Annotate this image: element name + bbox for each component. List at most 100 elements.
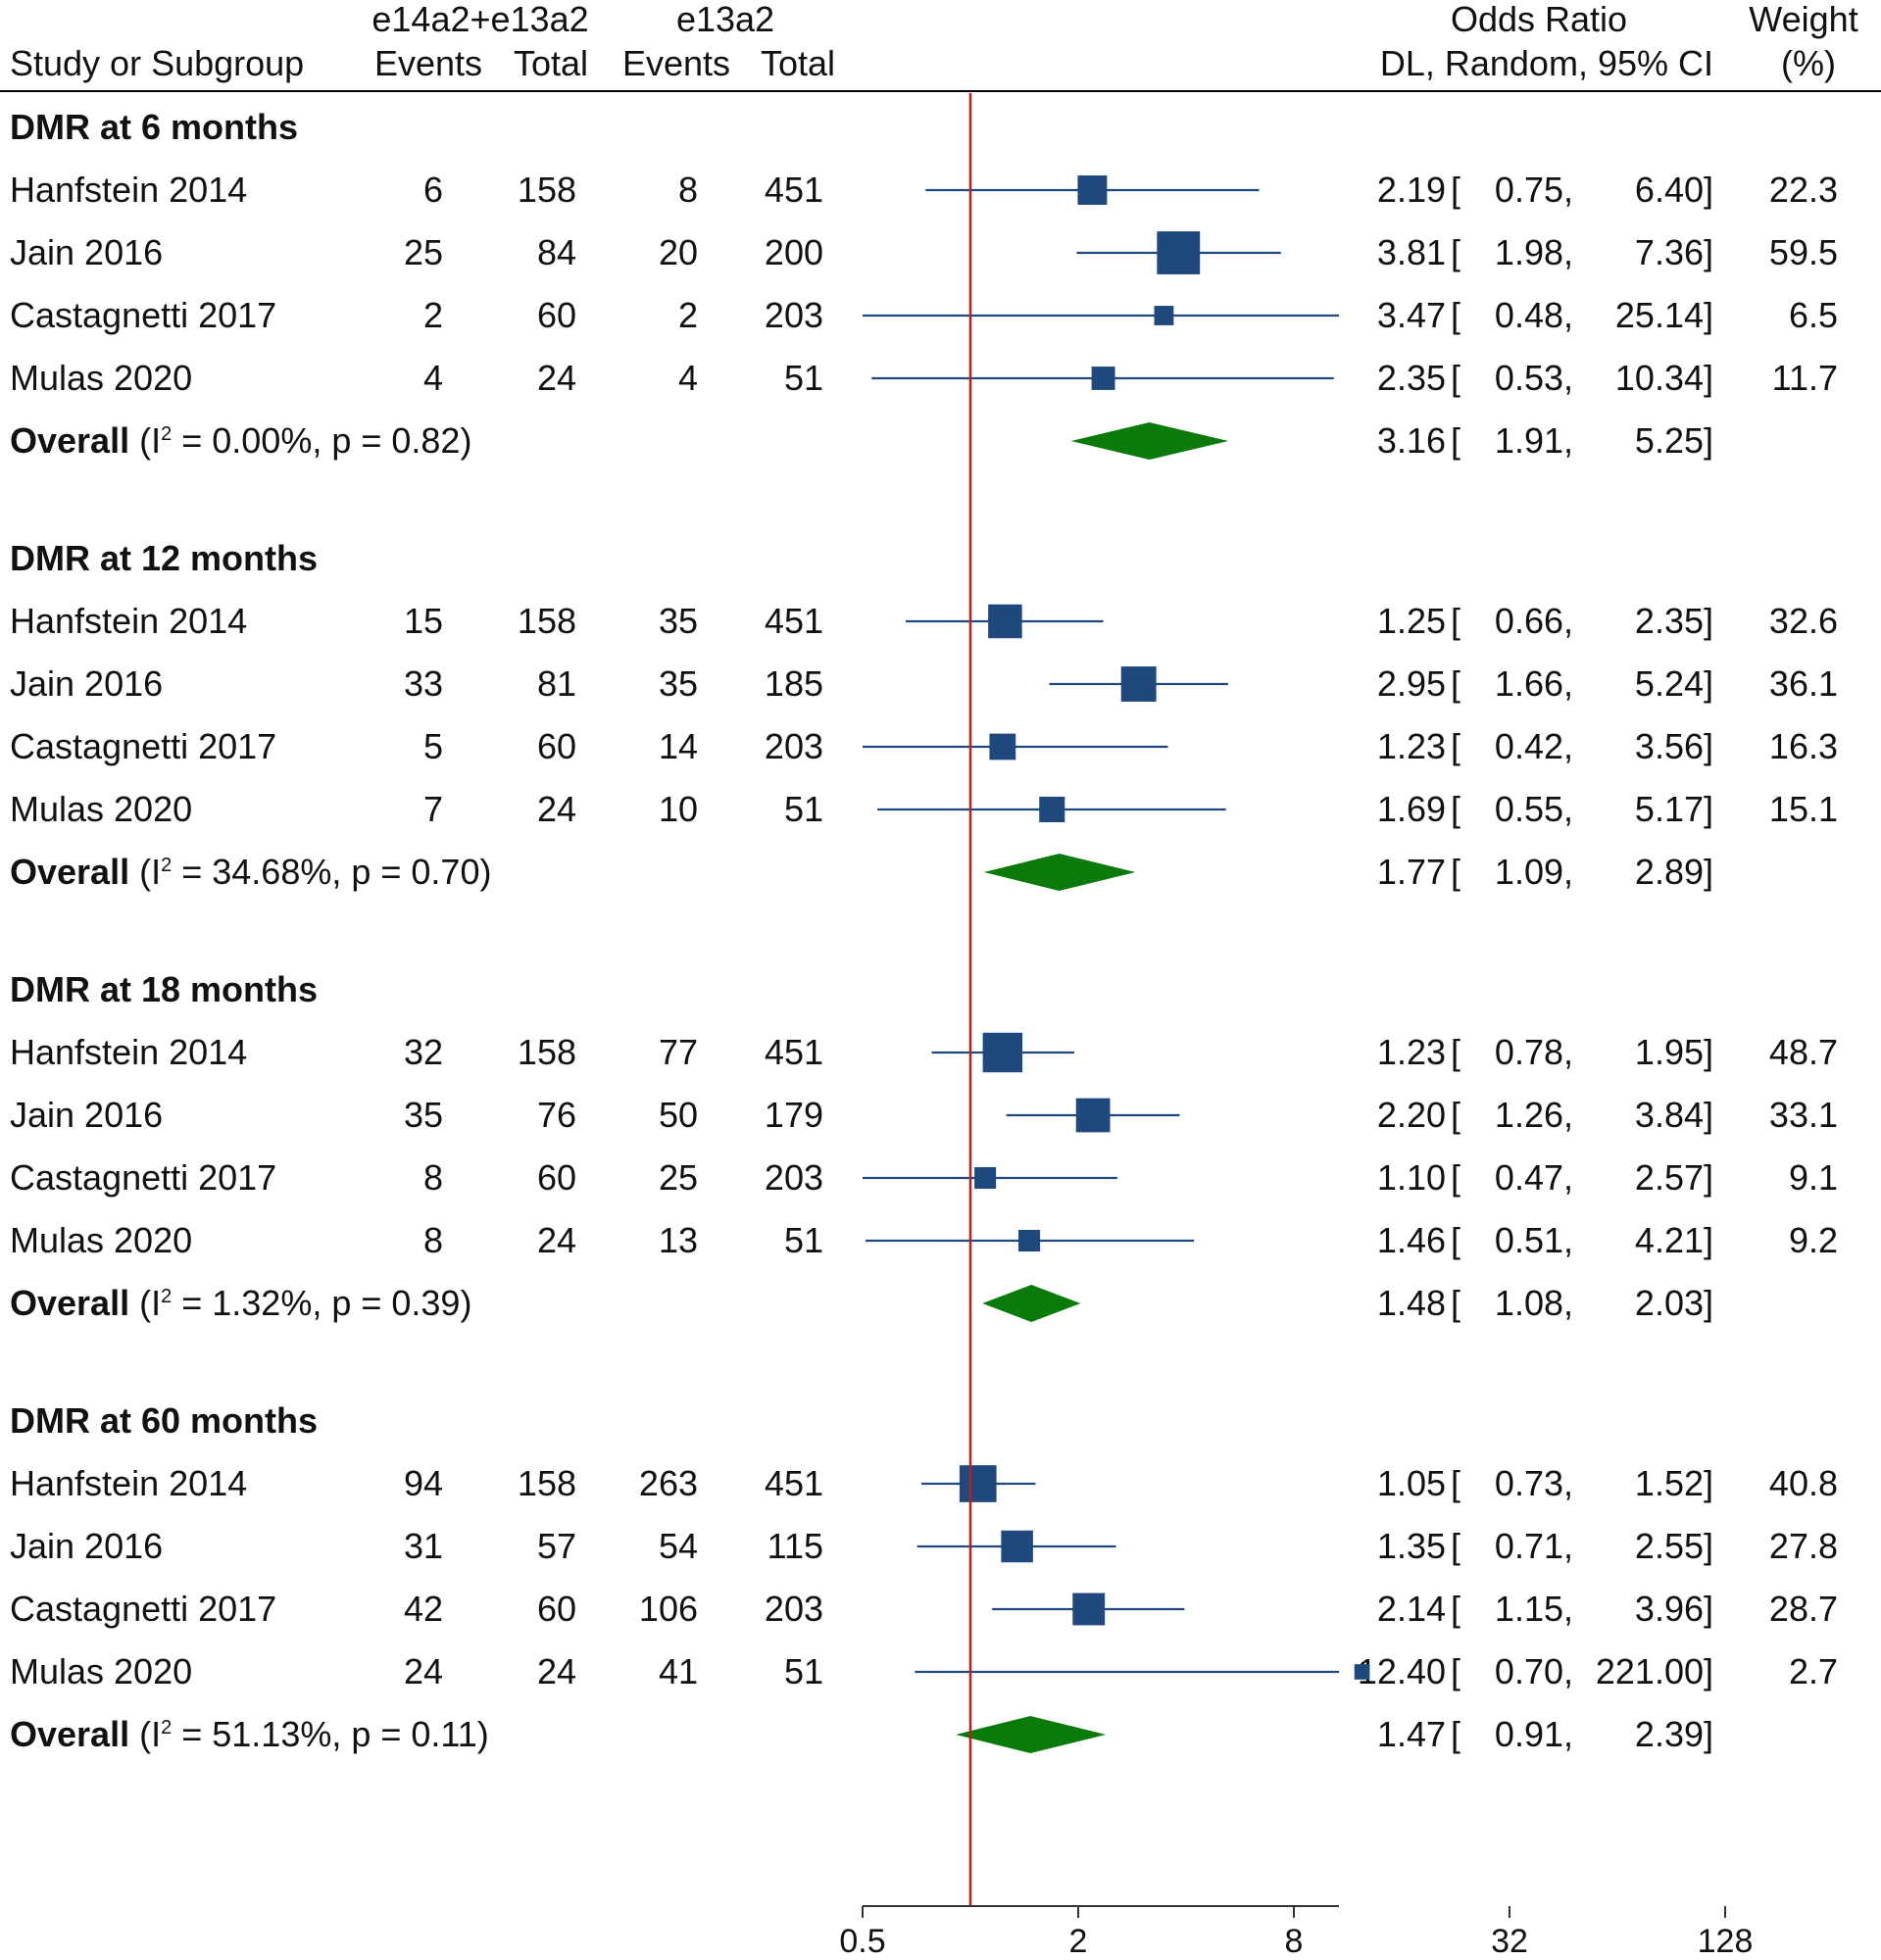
weight: 9.2	[1788, 1220, 1838, 1260]
ci-lower: 0.75,	[1494, 170, 1573, 210]
odds-ratio: 1.69	[1376, 789, 1446, 829]
ci-upper: 3.56]	[1634, 726, 1713, 766]
subgroup-title: DMR at 18 months	[10, 969, 319, 1009]
odds-ratio: 2.35	[1376, 358, 1446, 398]
heterogeneity-stats: = 34.68%, p = 0.70)	[172, 852, 492, 892]
overall-heterogeneity: Overall (I2 = 1.32%, p = 0.39)	[10, 1283, 472, 1323]
total-group2: 51	[783, 1651, 823, 1691]
total-group2: 203	[764, 1589, 823, 1629]
ci-upper: 4.21]	[1634, 1220, 1713, 1260]
effect-marker	[1039, 796, 1065, 823]
study-name: Jain 2016	[10, 232, 164, 272]
effect-marker	[1018, 1229, 1041, 1252]
total-group2: 51	[783, 1220, 823, 1260]
effect-marker	[1075, 1098, 1111, 1133]
effect-marker	[959, 1465, 997, 1502]
weight: 2.7	[1788, 1651, 1838, 1691]
study-name: Mulas 2020	[10, 1651, 193, 1691]
ci-bracket: [	[1451, 1526, 1461, 1566]
events-group2: 14	[658, 726, 698, 766]
overall-ci-upper: 5.25]	[1634, 420, 1713, 461]
events-group2: 4	[677, 358, 698, 398]
ci-upper: 3.84]	[1634, 1095, 1713, 1135]
header-events-2: Events	[621, 43, 730, 83]
events-group2: 20	[658, 232, 698, 272]
heterogeneity-stats: = 0.00%, p = 0.82)	[172, 420, 472, 461]
ci-upper: 1.52]	[1634, 1463, 1713, 1503]
odds-ratio: 2.14	[1376, 1589, 1446, 1629]
total-group2: 203	[764, 1157, 823, 1198]
total-group1: 158	[517, 1463, 576, 1503]
subgroup-title: DMR at 6 months	[10, 107, 299, 147]
events-group1: 42	[403, 1589, 443, 1629]
effect-marker	[1001, 1530, 1033, 1563]
events-group1: 31	[403, 1526, 443, 1566]
effect-marker	[988, 604, 1022, 639]
events-group1: 7	[422, 789, 443, 829]
weight: 11.7	[1771, 358, 1838, 398]
overall-heterogeneity: Overall (I2 = 34.68%, p = 0.70)	[10, 852, 492, 892]
overall-odds-ratio: 1.77	[1376, 852, 1446, 892]
overall-odds-ratio: 1.47	[1376, 1714, 1446, 1754]
ci-bracket: [	[1451, 1589, 1461, 1629]
total-group2: 451	[764, 1032, 823, 1072]
events-group2: 54	[658, 1526, 698, 1566]
overall-heterogeneity: Overall (I2 = 0.00%, p = 0.82)	[10, 420, 472, 461]
events-group2: 2	[677, 295, 698, 335]
total-group1: 24	[536, 789, 576, 829]
overall-odds-ratio: 1.48	[1376, 1283, 1446, 1323]
study-name: Hanfstein 2014	[10, 170, 248, 210]
x-tick-label: 0.5	[839, 1923, 885, 1960]
header-weight-subtitle: (%)	[1781, 43, 1836, 83]
events-group2: 50	[658, 1095, 698, 1135]
overall-odds-ratio: 3.16	[1376, 420, 1446, 461]
ci-upper: 2.55]	[1634, 1526, 1713, 1566]
total-group2: 451	[764, 601, 823, 641]
odds-ratio: 2.19	[1376, 170, 1446, 210]
total-group1: 60	[536, 295, 576, 335]
weight: 28.7	[1768, 1589, 1838, 1629]
odds-ratio: 1.25	[1376, 601, 1446, 641]
events-group2: 13	[658, 1220, 698, 1260]
overall-diamond	[1070, 422, 1229, 460]
study-name: Mulas 2020	[10, 1220, 193, 1260]
odds-ratio: 3.47	[1376, 295, 1446, 335]
total-group2: 200	[764, 232, 823, 272]
ci-lower: 1.66,	[1494, 663, 1573, 704]
subgroup-title: DMR at 12 months	[10, 538, 319, 578]
odds-ratio: 2.95	[1376, 663, 1446, 704]
total-group1: 76	[536, 1095, 576, 1135]
overall-ci-lower: 1.09,	[1494, 852, 1573, 892]
effect-marker	[982, 1032, 1023, 1073]
total-group1: 60	[536, 1157, 576, 1198]
ci-lower: 1.98,	[1494, 232, 1573, 272]
study-name: Jain 2016	[10, 1095, 164, 1135]
events-group1: 4	[422, 358, 443, 398]
ci-bracket: [	[1451, 358, 1461, 398]
effect-marker	[1354, 1664, 1370, 1680]
ci-lower: 0.78,	[1494, 1032, 1573, 1072]
events-group2: 35	[658, 663, 698, 704]
ci-upper: 2.35]	[1634, 601, 1713, 641]
weight: 59.5	[1768, 232, 1838, 272]
odds-ratio: 1.05	[1376, 1463, 1446, 1503]
ci-bracket: [	[1451, 789, 1461, 829]
effect-marker	[1154, 306, 1174, 325]
events-group1: 15	[403, 601, 443, 641]
odds-ratio: 2.20	[1376, 1095, 1446, 1135]
total-group1: 24	[536, 358, 576, 398]
overall-ci-upper: 2.03]	[1634, 1283, 1713, 1323]
header-or-title: Odds Ratio	[1450, 0, 1628, 39]
study-name: Castagnetti 2017	[10, 726, 277, 766]
weight: 40.8	[1768, 1463, 1838, 1503]
effect-marker	[974, 1166, 997, 1190]
study-name: Hanfstein 2014	[10, 1032, 248, 1072]
x-tick-label: 128	[1698, 1923, 1754, 1960]
header-total-2: Total	[760, 43, 835, 83]
study-name: Hanfstein 2014	[10, 1463, 248, 1503]
events-group1: 8	[422, 1220, 443, 1260]
odds-ratio: 1.35	[1376, 1526, 1446, 1566]
ci-lower: 0.55,	[1494, 789, 1573, 829]
total-group1: 60	[536, 726, 576, 766]
